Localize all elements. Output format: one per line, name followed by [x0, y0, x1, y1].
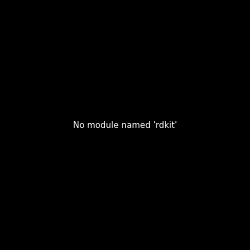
- Text: No module named 'rdkit': No module named 'rdkit': [73, 120, 177, 130]
